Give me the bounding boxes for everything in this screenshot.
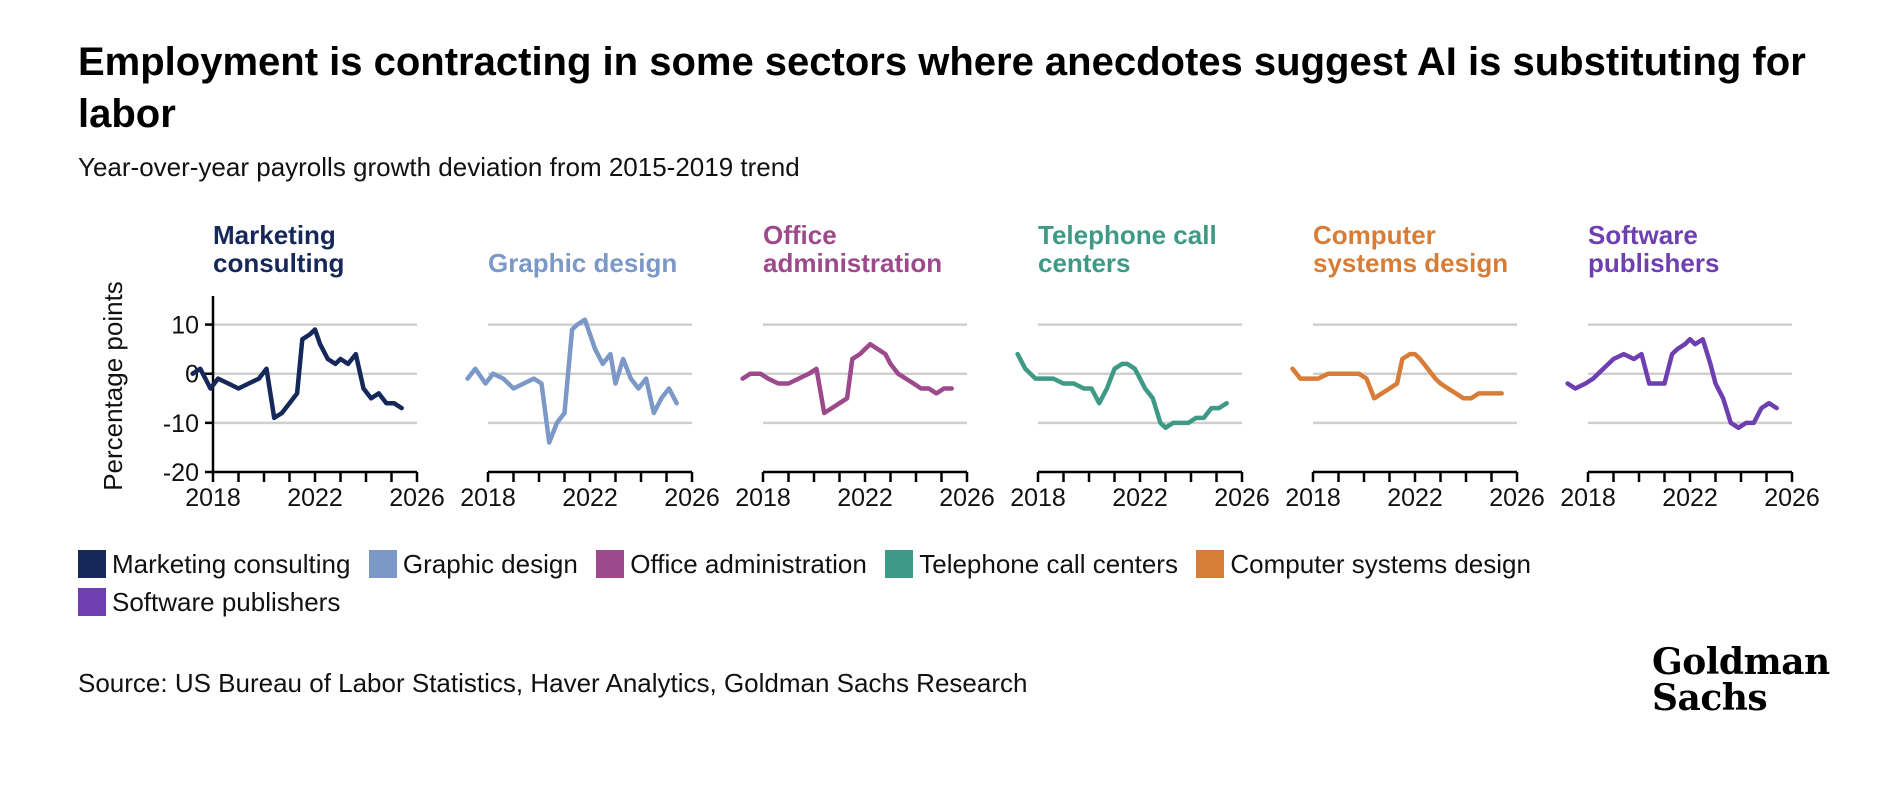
legend: Marketing consulting Graphic design Offi…	[78, 548, 1638, 624]
x-tick-label: 2018	[460, 484, 516, 512]
series-line	[1290, 351, 1504, 401]
panel-title: publishers	[1588, 248, 1719, 278]
y-tick-label: 10	[171, 312, 199, 340]
legend-swatch	[885, 550, 914, 578]
series-line	[465, 317, 679, 445]
legend-item-marketing-consulting: Marketing consulting	[78, 548, 350, 580]
logo-line-2: Sachs	[1652, 677, 1768, 719]
legend-label: Software publishers	[112, 586, 341, 617]
series-line	[1565, 337, 1779, 431]
series-line	[190, 327, 404, 421]
panel-title: centers	[1038, 248, 1131, 278]
panel-title: Telephone call	[1038, 220, 1217, 250]
x-tick-label: 2018	[1560, 484, 1616, 512]
chart-subtitle: Year-over-year payrolls growth deviation…	[78, 152, 800, 182]
logo-line-1: Goldman	[1652, 641, 1830, 683]
legend-label: Office administration	[630, 548, 867, 579]
legend-item-computer-systems-design: Computer systems design	[1196, 548, 1531, 580]
panel-title: Marketing	[213, 220, 336, 250]
x-tick-label: 2026	[939, 484, 995, 512]
goldman-sachs-logo: Goldman Sachs	[1652, 644, 1830, 716]
y-tick-label: -20	[163, 459, 199, 487]
panel-graphic-design: Graphic design 2018 2022 2026	[460, 248, 720, 512]
panel-title: Graphic design	[488, 248, 677, 278]
x-tick-label: 2026	[1214, 484, 1270, 512]
series-line	[740, 341, 954, 416]
legend-swatch	[78, 588, 106, 616]
x-tick-label: 2022	[1387, 484, 1443, 512]
x-tick-label: 2026	[1764, 484, 1820, 512]
x-tick-label: 2022	[287, 484, 343, 512]
legend-item-software-publishers: Software publishers	[78, 586, 340, 618]
legend-item-telephone-call-centers: Telephone call centers	[885, 548, 1178, 580]
legend-swatch	[78, 550, 106, 578]
x-tick-label: 2018	[185, 484, 241, 512]
legend-swatch	[368, 550, 397, 578]
y-axis-label: Percentage points	[98, 281, 128, 491]
panel-title: Office	[763, 220, 837, 250]
x-tick-label: 2018	[735, 484, 791, 512]
x-tick-label: 2022	[1112, 484, 1168, 512]
panel-title: administration	[763, 248, 942, 278]
x-tick-label: 2026	[664, 484, 720, 512]
legend-item-graphic-design: Graphic design	[368, 548, 578, 580]
source-note: Source: US Bureau of Labor Statistics, H…	[78, 668, 1028, 698]
x-tick-label: 2026	[389, 484, 445, 512]
panel-title: systems design	[1313, 248, 1508, 278]
x-tick-label: 2026	[1489, 484, 1545, 512]
legend-item-office-administration: Office administration	[596, 548, 867, 580]
legend-swatch	[596, 550, 625, 578]
x-tick-label: 2018	[1285, 484, 1341, 512]
chart-title: Employment is contracting in some sector…	[78, 40, 1806, 136]
legend-label: Computer systems design	[1230, 548, 1531, 579]
legend-label: Telephone call centers	[919, 548, 1178, 579]
legend-label: Graphic design	[402, 548, 578, 579]
series-line	[1015, 351, 1229, 431]
legend-swatch	[1196, 550, 1225, 578]
x-tick-label: 2022	[1662, 484, 1718, 512]
x-tick-label: 2018	[1010, 484, 1066, 512]
legend-label: Marketing consulting	[112, 548, 351, 579]
panel-title: Computer	[1313, 220, 1436, 250]
x-tick-label: 2022	[562, 484, 618, 512]
panel-title: Software	[1588, 220, 1698, 250]
y-tick-label: -10	[163, 410, 199, 438]
x-tick-label: 2022	[837, 484, 893, 512]
panel-title: consulting	[213, 248, 344, 278]
